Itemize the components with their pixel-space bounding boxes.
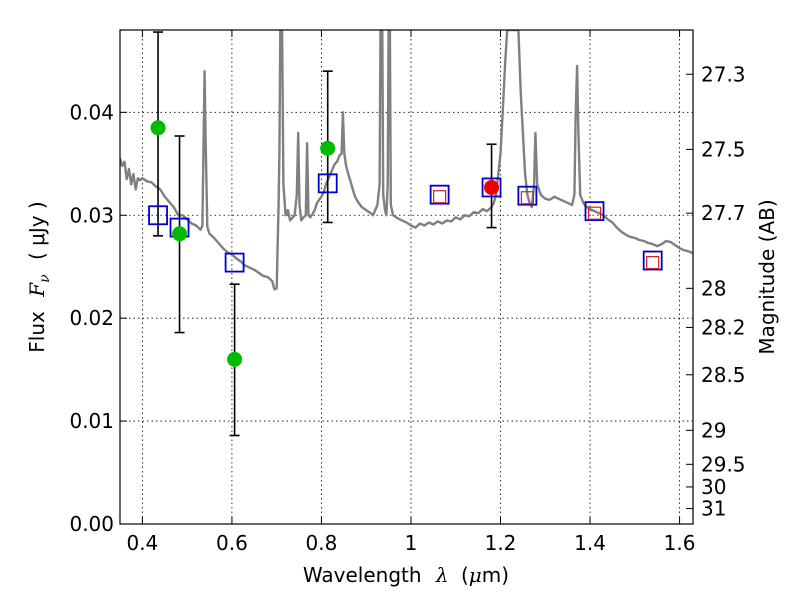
data-markers (148, 120, 663, 367)
y-axis-label-text: Flux (25, 311, 49, 353)
green-circle-marker (320, 140, 336, 156)
green-circle-marker (172, 226, 188, 242)
y-tick-label: 0.04 (69, 100, 114, 124)
y2-axis-label: Magnitude (AB) (755, 199, 779, 354)
blue-square-marker (642, 250, 663, 271)
y2-tick-label: 30 (701, 475, 726, 499)
x-tick-label: 0.6 (216, 531, 248, 555)
y-axis-label-unit: ( μJy ) (25, 201, 49, 260)
blue-square-marker (584, 201, 605, 222)
green-circle-marker (227, 351, 243, 367)
green-circle-marker (150, 120, 166, 136)
y2-tick-label: 29 (701, 418, 726, 442)
x-axis-label-symbol: λ (435, 563, 449, 587)
red-square-marker (587, 206, 602, 220)
y2-tick-label: 28.2 (701, 315, 746, 339)
y2-tick-label: 28 (701, 276, 726, 300)
red-square-marker (433, 190, 447, 204)
blue-square-marker (148, 205, 168, 226)
x-tick-label: 1.6 (664, 531, 696, 555)
blue-square-marker (429, 184, 450, 205)
blue-square-marker (481, 177, 502, 198)
y2-tick-label: 31 (701, 497, 726, 521)
blue-square-marker (517, 185, 538, 206)
axis-ticks: 0.4 0.6 0.8 1 1.2 1.4 1.6 0.00 0.01 0.02 0.03 0.04 2… (69, 30, 746, 555)
red-circle-marker (484, 179, 500, 195)
x-tick-label: 1.2 (485, 531, 517, 555)
y2-tick-label: 29.5 (701, 452, 746, 476)
blue-square-marker (317, 173, 338, 194)
y-tick-label: 0.01 (69, 409, 114, 433)
y2-tick-label: 27.3 (701, 62, 746, 86)
model-spectrum (120, 30, 693, 291)
y-axis-label-subscript: ν (37, 274, 53, 283)
y-axis-label-symbol: F (25, 282, 49, 298)
y2-tick-label: 27.7 (701, 201, 746, 225)
plot-frame (119, 29, 694, 525)
model-spectrum-line (120, 30, 693, 291)
y-tick-label: 0.03 (69, 203, 114, 227)
y-tick-label: 0.00 (69, 512, 114, 536)
x-axis-label: Wavelength λ (μm) (303, 563, 509, 587)
x-tick-label: 0.4 (126, 531, 158, 555)
x-axis-label-unit-open: ( (461, 563, 469, 587)
y-axis-label: Flux Fν ( μJy ) (25, 201, 54, 352)
x-axis-label-text: Wavelength (303, 563, 422, 587)
x-tick-label: 0.8 (306, 531, 338, 555)
red-square-marker (646, 255, 660, 270)
x-tick-label: 1.4 (574, 531, 606, 555)
x-axis-label-unit-rest: m) (482, 563, 509, 587)
y-tick-label: 0.02 (69, 306, 114, 330)
y2-tick-label: 28.5 (701, 363, 746, 387)
x-tick-label: 1 (405, 531, 418, 555)
x-axis-label-unit-mu: μ (469, 563, 482, 587)
blue-square-marker (224, 252, 245, 273)
red-square-marker (520, 191, 534, 205)
y2-tick-label: 27.5 (701, 137, 746, 161)
